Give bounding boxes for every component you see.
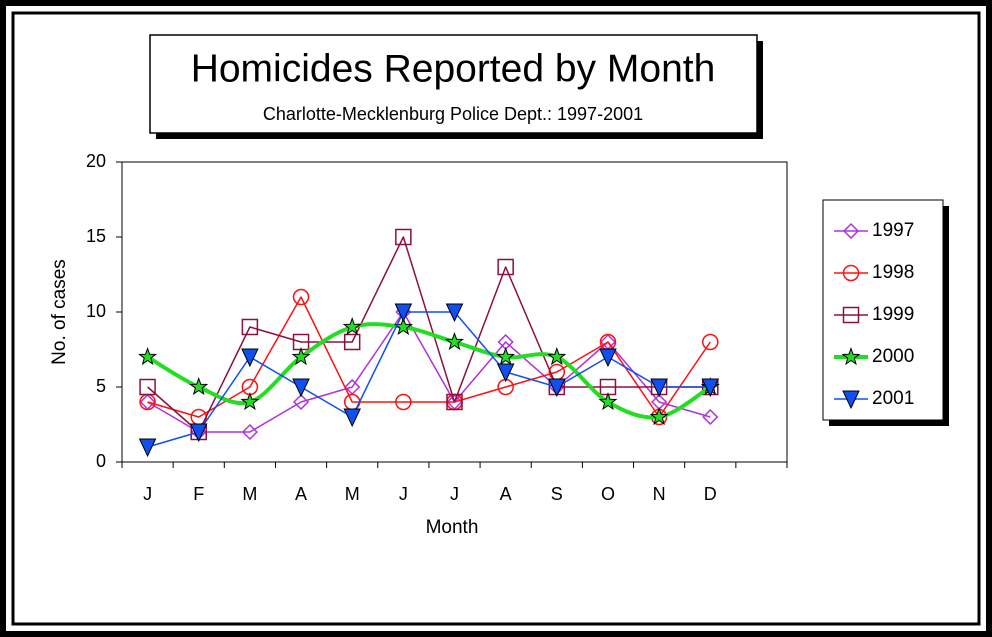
data-point (548, 378, 566, 398)
x-tick-label: J (143, 484, 152, 504)
chart-subtitle: Charlotte-Mecklenburg Police Dept.: 1997… (263, 104, 643, 124)
x-tick-label: J (399, 484, 408, 504)
data-point (702, 408, 719, 426)
x-tick-label: M (345, 484, 360, 504)
legend-marker (841, 347, 861, 366)
data-point (138, 347, 158, 366)
data-point (395, 393, 412, 411)
data-point (547, 347, 567, 366)
legend-label: 1999 (872, 304, 914, 325)
data-point (497, 258, 514, 276)
x-tick-label: M (242, 484, 257, 504)
x-axis-label: Month (426, 517, 479, 538)
data-point (342, 317, 362, 336)
data-point (343, 408, 361, 428)
series-line (147, 311, 711, 448)
y-tick-label: 5 (96, 376, 106, 396)
data-point (139, 378, 156, 396)
y-tick-label: 10 (86, 301, 106, 321)
y-tick-label: 0 (96, 451, 106, 471)
data-point (241, 423, 258, 441)
x-tick-label: A (295, 484, 307, 504)
data-point (598, 392, 618, 411)
data-point (445, 303, 464, 323)
data-point (599, 348, 617, 368)
data-point (701, 378, 720, 398)
data-point (292, 393, 310, 411)
x-tick-label: O (601, 484, 615, 504)
x-tick-label: N (653, 484, 666, 504)
title-box (149, 34, 758, 134)
y-tick-label: 20 (86, 151, 106, 171)
data-point (343, 333, 361, 351)
series-line (147, 236, 711, 433)
y-tick-label: 15 (86, 226, 106, 246)
x-tick-label: S (551, 484, 563, 504)
data-point (394, 303, 413, 323)
inner-frame (11, 11, 981, 626)
series-line (147, 311, 711, 433)
data-point (444, 332, 465, 351)
x-tick-label: F (193, 484, 204, 504)
legend-label: 2001 (872, 388, 914, 409)
data-point (292, 378, 310, 398)
y-axis-label: No. of cases (49, 259, 70, 365)
x-tick-label: D (704, 484, 717, 504)
data-point (189, 377, 209, 396)
legend-marker (842, 264, 860, 282)
data-point (241, 318, 259, 336)
data-point (240, 392, 260, 411)
x-tick-label: A (500, 484, 512, 504)
legend-marker (842, 222, 860, 240)
data-point (649, 407, 669, 426)
data-point (292, 288, 310, 306)
data-point (189, 423, 208, 443)
data-point (138, 438, 157, 458)
data-point (650, 378, 668, 398)
data-point (496, 347, 516, 366)
data-point (496, 363, 515, 383)
legend-marker (842, 390, 860, 410)
data-point (702, 333, 719, 351)
legend-label: 1997 (872, 220, 914, 241)
data-point (241, 348, 259, 368)
legend-label: 1998 (872, 262, 914, 283)
chart-title: Homicides Reported by Month (191, 47, 716, 90)
data-point (395, 228, 412, 246)
x-tick-label: J (450, 484, 459, 504)
data-point (446, 393, 463, 411)
series-line (147, 296, 711, 418)
legend-marker (842, 306, 860, 324)
data-point (291, 347, 311, 366)
legend-label: 2000 (872, 346, 914, 367)
